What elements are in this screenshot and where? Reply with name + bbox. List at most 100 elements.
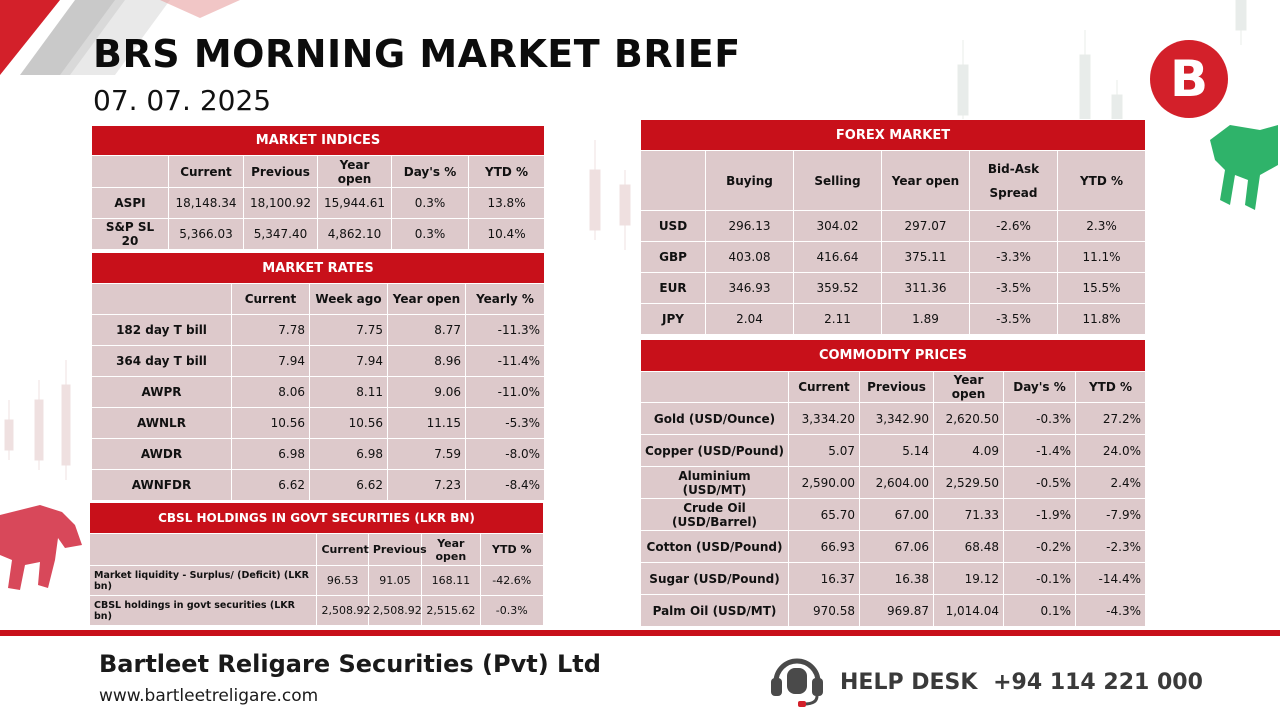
table-row: Cotton (USD/Pound) 66.93 67.06 68.48 -0.… [640,530,1146,563]
column-header: Year open [317,155,392,188]
column-header: Yearly % [464,283,546,315]
cell-value: 4,862.10 [317,218,392,250]
column-header: YTD % [1075,371,1146,403]
cell-value: 5.14 [859,434,934,467]
cell-value: 346.93 [705,272,794,304]
cell-value: -1.4% [1003,434,1076,467]
column-header: YTD % [467,155,546,188]
cell-value: 11.8% [1056,303,1147,335]
column-header: YTD % [1056,150,1147,211]
cell-value: 2.11 [793,303,882,335]
cell-value: 6.98 [309,438,388,470]
cell-value: 6.98 [231,438,310,470]
cell-value: 2,508.92 [316,595,370,626]
cell-value: 9.06 [387,376,466,408]
table-row: CBSL holdings in govt securities (LKR bn… [88,595,545,626]
cell-value: 2.4% [1075,466,1146,499]
table-row: AWNFDR 6.62 6.62 7.23 -8.4% [91,469,546,501]
cell-value: 0.3% [391,218,469,250]
table-row: Gold (USD/Ounce) 3,334.20 3,342.90 2,620… [640,402,1146,435]
column-header: Year open [421,533,481,566]
cell-value: -0.3% [1003,402,1076,435]
bull-icon [1210,125,1278,210]
cell-value: -42.6% [479,565,545,596]
cell-value: 2,508.92 [367,595,423,626]
cell-value: 96.53 [316,565,369,596]
row-label: ASPI [91,187,169,219]
cell-value: -11.3% [464,314,546,346]
cell-value: 18,100.92 [243,187,318,219]
cell-value: 416.64 [793,241,882,273]
row-label: S&P SL 20 [91,218,169,250]
row-label: Market liquidity - Surplus/ (Deficit) (L… [88,565,318,596]
cell-value: -2.6% [969,210,1058,242]
row-label: Copper (USD/Pound) [640,434,789,467]
cell-value: 7.75 [309,314,388,346]
commodity-prices-header: COMMODITY PRICES [640,339,1146,372]
row-label: USD [640,210,706,242]
cell-value: -7.9% [1075,498,1146,531]
website-link[interactable]: www.bartleetreligare.com [99,686,319,706]
table-row: JPY 2.04 2.11 1.89 -3.5% 11.8% [640,303,1147,335]
cell-value: 2,515.62 [421,595,481,626]
corner-cell [91,155,169,188]
row-label: CBSL holdings in govt securities (LKR bn… [88,595,318,626]
cell-value: 304.02 [793,210,882,242]
table-row: GBP 403.08 416.64 375.11 -3.3% 11.1% [640,241,1147,273]
cell-value: 5,366.03 [168,218,244,250]
cell-value: 7.94 [231,345,310,377]
corner-cell [91,283,232,315]
cell-value: 2,590.00 [788,466,860,499]
commodity-prices-table: COMMODITY PRICES Current Previous Year o… [640,339,1146,627]
cell-value: 970.58 [788,594,860,627]
cell-value: 27.2% [1075,402,1146,435]
cell-value: 5,347.40 [243,218,318,250]
column-header: Previous [859,371,934,403]
row-label: EUR [640,272,706,304]
row-label: Aluminium (USD/MT) [640,466,789,499]
cell-value: 7.59 [387,438,466,470]
row-label: Cotton (USD/Pound) [640,530,789,563]
helpdesk-phone[interactable]: +94 114 221 000 [993,670,1203,695]
column-header: Bid-Ask Spread [969,150,1058,211]
table-row: AWDR 6.98 6.98 7.59 -8.0% [91,438,546,470]
cell-value: -2.3% [1075,530,1146,563]
footer [0,636,1280,720]
cell-value: 311.36 [881,272,970,304]
row-label: AWPR [91,376,232,408]
column-header: Year open [881,150,970,211]
cell-value: 1.89 [881,303,970,335]
row-label: GBP [640,241,706,273]
forex-market-table: FOREX MARKET Buying Selling Year open Bi… [639,119,1147,335]
cell-value: -11.4% [464,345,546,377]
cell-value: -1.9% [1003,498,1076,531]
cell-value: -11.0% [464,376,546,408]
cell-value: -5.3% [464,407,546,439]
cell-value: 10.4% [467,218,546,250]
column-header: Buying [705,150,794,211]
cell-value: 67.06 [859,530,934,563]
column-header: Selling [793,150,882,211]
cell-value: 375.11 [881,241,970,273]
cell-value: 11.15 [387,407,466,439]
cell-value: -0.2% [1003,530,1076,563]
corner-cell [640,371,789,403]
table-row: EUR 346.93 359.52 311.36 -3.5% 15.5% [640,272,1147,304]
table-row: AWNLR 10.56 10.56 11.15 -5.3% [91,407,546,439]
report-date: 07. 07. 2025 [93,84,272,117]
table-row: Market liquidity - Surplus/ (Deficit) (L… [88,565,545,596]
row-label: JPY [640,303,706,335]
table-row: Copper (USD/Pound) 5.07 5.14 4.09 -1.4% … [640,434,1146,467]
cell-value: 16.37 [788,562,860,595]
cell-value: 8.06 [231,376,310,408]
table-row: Aluminium (USD/MT) 2,590.00 2,604.00 2,5… [640,466,1146,499]
cell-value: 8.77 [387,314,466,346]
cbsl-holdings-header: CBSL HOLDINGS IN GOVT SECURITIES (LKR BN… [89,502,544,534]
brs-logo-icon: B [1150,40,1228,118]
cell-value: 2.3% [1056,210,1147,242]
row-label: Crude Oil (USD/Barrel) [640,498,789,531]
row-label: Gold (USD/Ounce) [640,402,789,435]
cell-value: 8.96 [387,345,466,377]
corner-cell [640,150,706,211]
